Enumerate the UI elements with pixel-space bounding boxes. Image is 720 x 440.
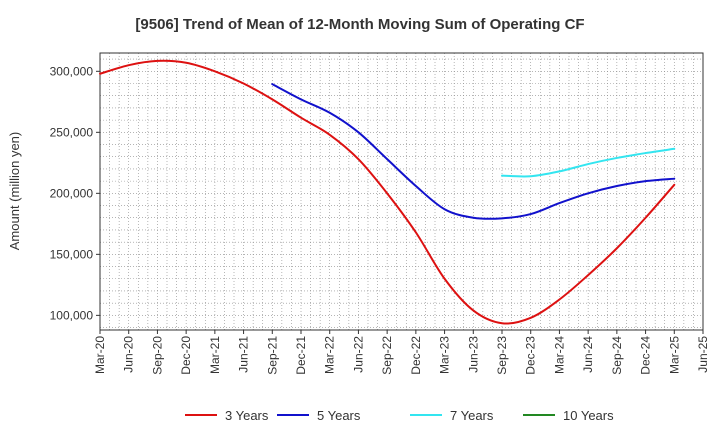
legend-label-10-years: 10 Years <box>563 408 614 423</box>
series-line-7-years <box>501 147 676 178</box>
x-tick-label: Jun-24 <box>581 336 595 373</box>
series-line-3-years <box>99 59 676 325</box>
x-tick-label: Dec-20 <box>179 336 193 375</box>
x-tick-label: Dec-24 <box>639 336 653 375</box>
x-tick-label: Sep-20 <box>150 336 164 375</box>
x-tick-label: Dec-23 <box>524 336 538 375</box>
x-tick-label: Jun-22 <box>351 336 365 373</box>
x-tick-label: Sep-22 <box>380 336 394 375</box>
plot-frame <box>99 52 704 331</box>
series-group <box>99 59 676 325</box>
legend: 3 Years 5 Years 7 Years 10 Years <box>185 408 614 423</box>
x-tick-label: Sep-21 <box>265 336 279 375</box>
x-axis: Mar-20 Jun-20 Sep-20 Dec-20 Mar-21 Jun-21 Sep-… <box>93 330 710 375</box>
x-tick-label: Jun-23 <box>466 336 480 373</box>
y-tick-label: 300,000 <box>50 64 94 78</box>
y-tick-label: 100,000 <box>50 308 94 322</box>
x-tick-label: Mar-22 <box>323 336 337 374</box>
x-tick-label: Jun-25 <box>696 336 710 373</box>
x-tick-label: Dec-21 <box>294 336 308 375</box>
grid <box>100 53 703 330</box>
y-tick-label: 250,000 <box>50 125 94 139</box>
legend-label-3-years: 3 Years <box>225 408 269 423</box>
y-tick-label: 200,000 <box>50 186 94 200</box>
x-tick-label: Jun-21 <box>237 336 251 373</box>
y-tick-label: 150,000 <box>50 247 94 261</box>
x-tick-label: Mar-24 <box>552 336 566 374</box>
legend-label-5-years: 5 Years <box>317 408 361 423</box>
x-tick-label: Jun-20 <box>122 336 136 373</box>
x-tick-label: Dec-22 <box>409 336 423 375</box>
x-tick-label: Mar-25 <box>667 336 681 374</box>
x-tick-label: Mar-20 <box>93 336 107 374</box>
series-line-5-years <box>271 83 676 220</box>
y-axis-label: Amount (million yen) <box>7 132 22 251</box>
x-tick-label: Mar-23 <box>438 336 452 374</box>
y-axis: 100,000 150,000 200,000 250,000 300,000 <box>50 64 100 322</box>
legend-label-7-years: 7 Years <box>450 408 494 423</box>
x-tick-label: Mar-21 <box>208 336 222 374</box>
x-tick-label: Sep-24 <box>610 336 624 375</box>
chart-title: [9506] Trend of Mean of 12-Month Moving … <box>135 16 584 33</box>
x-tick-label: Sep-23 <box>495 336 509 375</box>
plot-area <box>100 53 703 330</box>
